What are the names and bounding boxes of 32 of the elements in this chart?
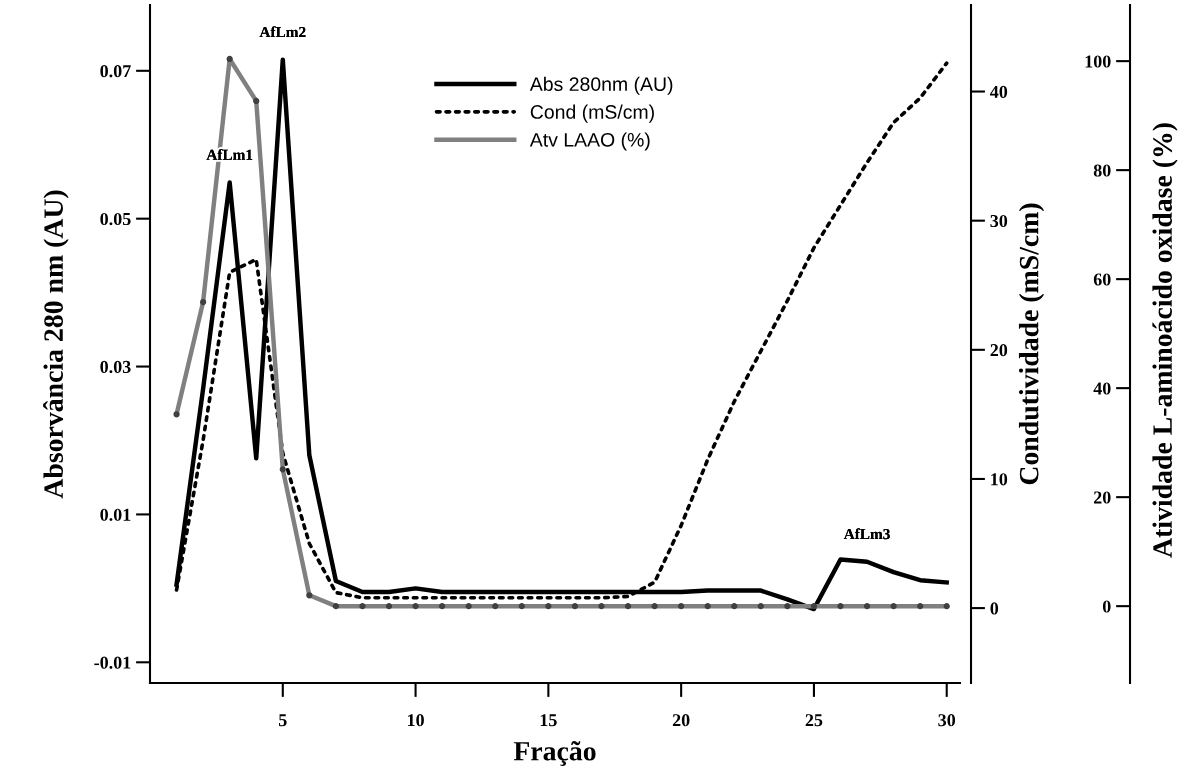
x-tick-label: 15 [540, 714, 557, 727]
y3-tick-label: 20 [1093, 491, 1111, 504]
x-tick-label: 30 [938, 714, 956, 727]
x-tick-label: 20 [672, 714, 690, 727]
legend-label: Atv LAAO (%) [529, 132, 650, 151]
annotation: AfLm1 [206, 148, 253, 160]
y-axis-title: Absorvância 280 nm (AU) [43, 190, 69, 499]
y3-tick-label: 60 [1093, 273, 1111, 286]
annotation: AfLm2 [259, 26, 306, 38]
legend-label: Cond (mS/cm) [530, 104, 654, 123]
annotation: AfLm3 [843, 528, 890, 540]
y2-axis-title: Condutividade (mS/cm) [1018, 203, 1045, 485]
y3-tick-label: 80 [1093, 164, 1111, 177]
y3-axis-title: Atividade L-aminoácido oxidase (%) [1152, 123, 1178, 558]
y-tick-label: -0.01 [94, 656, 131, 669]
y3-tick-label: 100 [1085, 55, 1111, 68]
x-tick-label: 5 [279, 714, 287, 727]
x-tick-label: 10 [407, 714, 424, 727]
x-axis-title: Fração [513, 740, 596, 767]
y-tick-label: 0.05 [100, 212, 131, 226]
y2-tick-label: 20 [990, 344, 1008, 357]
x-tick-label: 25 [805, 714, 823, 727]
y2-tick-label: 40 [990, 85, 1008, 98]
y3-tick-label: 0 [1102, 600, 1111, 613]
y-tick-label: 0.01 [100, 508, 131, 521]
legend-label: Abs 280nm (AU) [529, 76, 673, 95]
y-tick-label: 0.07 [100, 65, 131, 78]
y2-tick-label: 30 [990, 214, 1008, 228]
y2-tick-label: 0 [990, 602, 999, 615]
y-tick-label: 0.03 [100, 360, 131, 374]
y3-tick-label: 40 [1093, 382, 1111, 395]
y2-tick-label: 10 [991, 473, 1008, 486]
